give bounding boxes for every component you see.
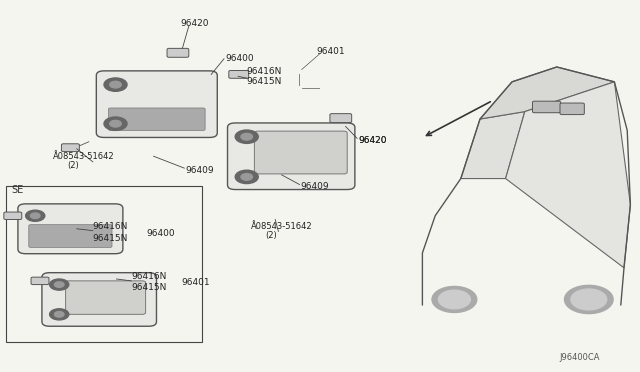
- FancyBboxPatch shape: [29, 225, 112, 247]
- FancyBboxPatch shape: [18, 204, 123, 254]
- Text: (2): (2): [67, 161, 79, 170]
- FancyBboxPatch shape: [228, 123, 355, 190]
- Circle shape: [241, 134, 253, 140]
- Text: 96415N: 96415N: [131, 283, 166, 292]
- Bar: [6, 186, 202, 342]
- FancyBboxPatch shape: [66, 281, 146, 314]
- Polygon shape: [506, 82, 630, 268]
- Text: 96420: 96420: [180, 19, 209, 28]
- Polygon shape: [461, 112, 525, 179]
- FancyBboxPatch shape: [255, 131, 347, 174]
- Circle shape: [438, 290, 470, 309]
- Circle shape: [104, 117, 127, 131]
- Circle shape: [54, 282, 64, 287]
- Polygon shape: [480, 67, 614, 119]
- FancyBboxPatch shape: [42, 273, 156, 326]
- FancyBboxPatch shape: [108, 108, 205, 131]
- Circle shape: [50, 309, 69, 320]
- FancyBboxPatch shape: [31, 277, 49, 285]
- FancyBboxPatch shape: [167, 48, 189, 57]
- Text: 96409: 96409: [186, 166, 214, 175]
- Text: (2): (2): [266, 231, 277, 240]
- Text: 96401: 96401: [181, 278, 210, 287]
- Text: 96416N: 96416N: [131, 272, 166, 280]
- FancyBboxPatch shape: [560, 103, 584, 115]
- Circle shape: [26, 210, 45, 221]
- Text: Å08543-51642: Å08543-51642: [52, 153, 114, 161]
- Text: 96415N: 96415N: [246, 77, 282, 86]
- Text: 96400: 96400: [225, 54, 254, 63]
- Text: Å08543-51642: Å08543-51642: [251, 222, 312, 231]
- Text: SE: SE: [12, 185, 24, 195]
- FancyBboxPatch shape: [4, 212, 22, 219]
- Circle shape: [104, 78, 127, 92]
- FancyBboxPatch shape: [330, 114, 352, 123]
- Text: J96400CA: J96400CA: [559, 353, 600, 362]
- Circle shape: [110, 81, 122, 88]
- FancyBboxPatch shape: [61, 144, 79, 152]
- FancyBboxPatch shape: [229, 71, 248, 78]
- Circle shape: [30, 213, 40, 219]
- Text: 96416N: 96416N: [246, 67, 282, 76]
- Circle shape: [110, 121, 122, 127]
- Text: 96409: 96409: [301, 182, 330, 191]
- Text: 96401: 96401: [316, 47, 345, 56]
- Circle shape: [50, 279, 69, 290]
- Circle shape: [564, 285, 613, 314]
- FancyBboxPatch shape: [96, 71, 217, 138]
- Circle shape: [54, 312, 64, 317]
- Circle shape: [236, 130, 259, 144]
- Text: 96420: 96420: [358, 136, 387, 145]
- Circle shape: [236, 170, 259, 184]
- Text: 96415N: 96415N: [93, 234, 128, 243]
- FancyBboxPatch shape: [532, 101, 561, 113]
- Text: 96416N: 96416N: [93, 222, 128, 231]
- Text: 96400: 96400: [146, 229, 175, 238]
- Text: 96420: 96420: [358, 136, 387, 145]
- Circle shape: [571, 289, 607, 310]
- Circle shape: [241, 173, 253, 180]
- Circle shape: [432, 286, 477, 312]
